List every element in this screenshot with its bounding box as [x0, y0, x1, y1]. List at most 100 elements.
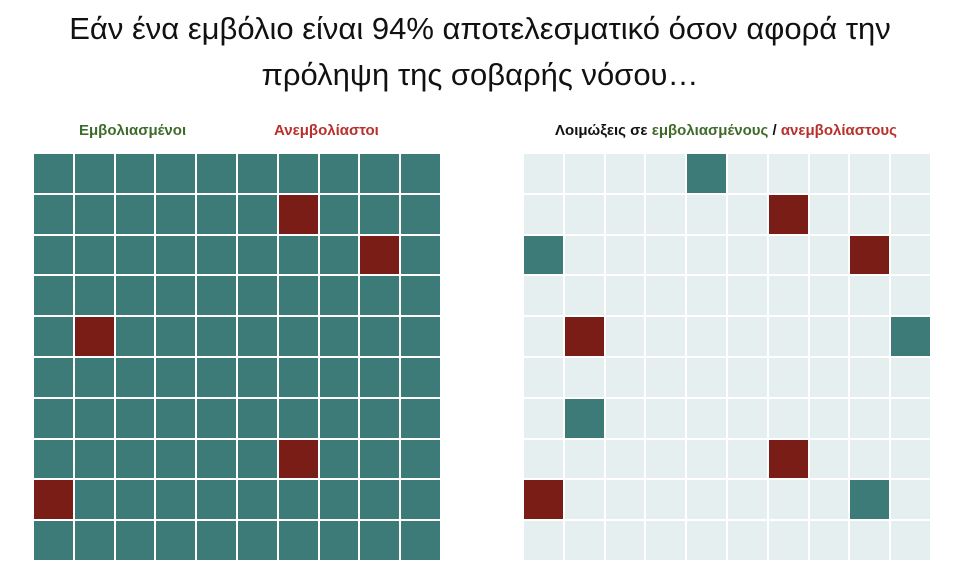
empty-cell: [768, 521, 808, 560]
vaccinated-cell: [401, 317, 440, 356]
empty-cell: [605, 317, 645, 356]
legend-vaccinated: Εμβολιασμένοι: [79, 122, 187, 139]
empty-cell: [850, 317, 890, 356]
vaccinated-infection-cell: [687, 154, 726, 193]
empty-cell: [605, 194, 645, 234]
empty-cell: [850, 521, 890, 560]
vaccinated-cell: [197, 317, 236, 356]
vaccinated-cell: [278, 357, 318, 397]
vaccinated-cell: [401, 439, 440, 479]
unvaccinated-cell: [74, 317, 114, 356]
empty-cell: [524, 194, 563, 234]
empty-cell: [605, 480, 645, 520]
empty-cell: [605, 154, 645, 193]
empty-cell: [605, 276, 645, 316]
vaccinated-cell: [34, 398, 73, 438]
vaccinated-cell: [34, 439, 73, 479]
vaccinated-cell: [74, 276, 114, 316]
empty-cell: [646, 194, 686, 234]
vaccinated-cell: [319, 317, 359, 356]
empty-cell: [891, 235, 930, 275]
vaccinated-cell: [115, 357, 155, 397]
vaccinated-cell: [34, 276, 73, 316]
legend-infections-vaccinated: εμβολιασμένους: [651, 122, 769, 139]
vaccinated-cell: [115, 480, 155, 520]
vaccinated-cell: [401, 235, 440, 275]
empty-cell: [687, 521, 726, 560]
unvaccinated-cell: [278, 439, 318, 479]
empty-cell: [891, 276, 930, 316]
vaccinated-cell: [156, 317, 196, 356]
vaccinated-cell: [156, 357, 196, 397]
vaccinated-cell: [237, 480, 277, 520]
vaccinated-cell: [34, 357, 73, 397]
vaccinated-cell: [401, 276, 440, 316]
vaccinated-cell: [115, 235, 155, 275]
empty-cell: [564, 357, 604, 397]
vaccinated-cell: [74, 154, 114, 193]
vaccinated-cell: [319, 521, 359, 560]
vaccinated-cell: [34, 235, 73, 275]
empty-cell: [605, 357, 645, 397]
vaccinated-cell: [197, 357, 236, 397]
vaccinated-infection-cell: [850, 480, 890, 520]
vaccinated-infection-cell: [524, 235, 563, 275]
empty-cell: [850, 194, 890, 234]
vaccinated-cell: [156, 398, 196, 438]
vaccinated-cell: [319, 276, 359, 316]
empty-cell: [727, 398, 767, 438]
empty-cell: [850, 439, 890, 479]
vaccinated-cell: [360, 276, 400, 316]
empty-cell: [564, 521, 604, 560]
empty-cell: [809, 480, 849, 520]
empty-cell: [809, 154, 849, 193]
empty-cell: [564, 154, 604, 193]
vaccinated-cell: [115, 154, 155, 193]
unvaccinated-cell: [34, 480, 73, 520]
empty-cell: [727, 357, 767, 397]
vaccinated-cell: [115, 521, 155, 560]
vaccinated-cell: [197, 276, 236, 316]
empty-cell: [891, 398, 930, 438]
vaccinated-cell: [197, 439, 236, 479]
empty-cell: [727, 439, 767, 479]
legend-infections: Λοιμώξεις σε εμβολιασμένους / ανεμβολίασ…: [511, 122, 941, 139]
empty-cell: [646, 480, 686, 520]
vaccinated-cell: [319, 154, 359, 193]
empty-cell: [646, 235, 686, 275]
empty-cell: [605, 439, 645, 479]
vaccinated-cell: [278, 521, 318, 560]
empty-cell: [646, 398, 686, 438]
empty-cell: [687, 357, 726, 397]
vaccinated-cell: [156, 439, 196, 479]
legend-infections-prefix: Λοιμώξεις σε: [555, 122, 652, 139]
vaccinated-cell: [156, 521, 196, 560]
empty-cell: [564, 235, 604, 275]
vaccinated-cell: [197, 235, 236, 275]
empty-cell: [768, 154, 808, 193]
empty-cell: [646, 276, 686, 316]
vaccinated-cell: [360, 357, 400, 397]
empty-cell: [727, 194, 767, 234]
vaccinated-cell: [197, 480, 236, 520]
vaccinated-cell: [74, 521, 114, 560]
empty-cell: [687, 317, 726, 356]
empty-cell: [727, 521, 767, 560]
vaccinated-cell: [156, 276, 196, 316]
vaccinated-cell: [319, 480, 359, 520]
unvaccinated-infection-cell: [564, 317, 604, 356]
empty-cell: [687, 439, 726, 479]
vaccinated-cell: [319, 194, 359, 234]
empty-cell: [646, 357, 686, 397]
vaccinated-cell: [237, 235, 277, 275]
infections-grid: [522, 152, 932, 562]
vaccinated-cell: [360, 521, 400, 560]
vaccinated-cell: [74, 439, 114, 479]
title-line-2: πρόληψη της σοβαρής νόσου…: [261, 57, 699, 92]
empty-cell: [564, 439, 604, 479]
vaccinated-cell: [34, 154, 73, 193]
empty-cell: [768, 357, 808, 397]
empty-cell: [564, 276, 604, 316]
vaccinated-cell: [74, 235, 114, 275]
vaccinated-cell: [237, 398, 277, 438]
